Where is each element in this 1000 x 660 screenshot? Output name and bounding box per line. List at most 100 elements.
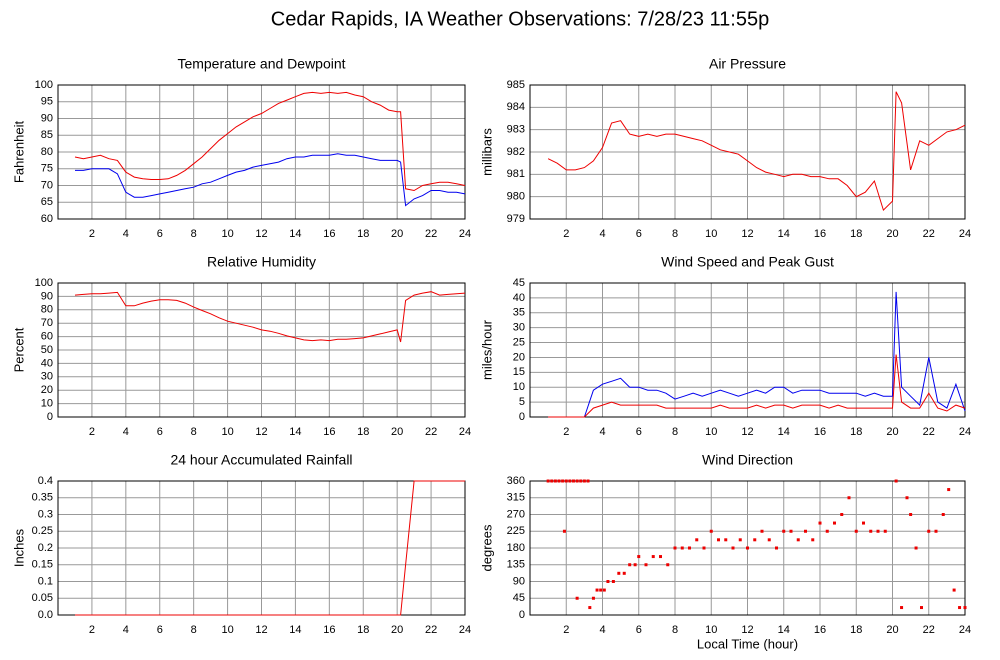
point [767,538,771,542]
y-tick-label: 40 [513,292,525,304]
y-axis-label: millibars [479,128,494,176]
x-tick-label: 6 [636,228,642,240]
x-tick-label: 14 [289,228,301,240]
point [811,538,815,542]
x-tick-label: 16 [323,228,335,240]
x-tick-label: 24 [959,624,971,636]
x-tick-label: 12 [255,624,267,636]
x-tick-label: 24 [459,624,471,636]
x-tick-label: 20 [391,228,403,240]
x-tick-label: 2 [89,228,95,240]
point [602,588,606,592]
chart-title: Wind Speed and Peak Gust [661,254,834,270]
y-tick-label: 15 [513,366,525,378]
y-tick-label: 100 [35,79,53,91]
y-tick-label: 75 [41,163,53,175]
point [862,521,865,525]
x-tick-label: 20 [886,426,898,438]
point [847,496,851,500]
x-tick-label: 10 [705,426,717,438]
point [738,538,742,542]
point [818,521,822,525]
x-tick-label: 2 [89,426,95,438]
y-tick-label: 40 [41,357,53,369]
x-tick-label: 22 [923,228,935,240]
y-tick-label: 360 [507,475,525,487]
x-tick-label: 6 [157,426,163,438]
plot-frame [529,282,966,418]
x-tick-label: 14 [778,426,790,438]
x-axis-label: Local Time (hour) [697,636,798,651]
y-axis-label: degrees [479,524,494,571]
point [883,529,887,533]
y-tick-label: 0.0 [38,609,53,621]
x-tick-label: 12 [741,624,753,636]
point [840,513,844,516]
point [709,529,713,533]
x-tick-label: 12 [741,426,753,438]
x-tick-label: 22 [425,228,437,240]
x-tick-label: 18 [850,624,862,636]
x-tick-label: 4 [599,426,605,438]
y-tick-label: 70 [41,179,53,191]
y-tick-label: 0.2 [38,542,53,554]
y-tick-label: 50 [41,344,53,356]
series-line [548,354,966,418]
point [546,479,550,483]
plot-frame [57,282,466,418]
x-tick-label: 10 [705,624,717,636]
x-tick-label: 10 [221,228,233,240]
y-tick-label: 45 [513,592,525,604]
x-tick-label: 8 [672,228,678,240]
x-tick-label: 2 [563,624,569,636]
point [575,596,579,600]
point [869,529,873,533]
point [695,538,699,542]
y-tick-label: 30 [513,322,525,334]
y-axis-label: Fahrenheit [11,121,26,184]
point [963,606,967,610]
x-tick-label: 22 [425,624,437,636]
point [760,529,764,533]
point [562,529,566,533]
point [746,546,749,550]
point [914,546,918,550]
y-tick-label: 0.25 [32,525,53,537]
x-tick-label: 16 [814,426,826,438]
point [782,529,786,533]
point [804,529,807,533]
point [905,496,909,500]
x-tick-label: 24 [959,426,971,438]
y-tick-label: 0.05 [32,592,53,604]
point [611,580,615,583]
point [753,538,757,542]
point [796,538,800,542]
point [617,571,621,575]
point [575,479,579,483]
y-tick-label: 980 [507,191,525,203]
y-tick-label: 983 [507,124,525,136]
y-tick-label: 90 [513,575,525,587]
x-tick-label: 14 [289,624,301,636]
x-tick-label: 8 [191,426,197,438]
y-tick-label: 985 [507,79,525,91]
y-tick-label: 180 [507,542,525,554]
point [934,529,938,533]
point [717,538,720,542]
series-line [547,91,966,212]
plot-frame [529,480,966,616]
y-tick-label: 10 [513,381,525,393]
point [606,580,610,583]
y-tick-label: 90 [41,112,53,124]
x-tick-label: 4 [123,228,129,240]
y-tick-label: 25 [513,336,525,348]
x-tick-label: 8 [191,624,197,636]
point [659,555,662,559]
x-tick-label: 18 [850,426,862,438]
y-tick-label: 0 [519,411,525,423]
point [876,529,880,533]
page-title: Cedar Rapids, IA Weather Observations: 7… [271,8,769,30]
x-tick-label: 8 [191,228,197,240]
